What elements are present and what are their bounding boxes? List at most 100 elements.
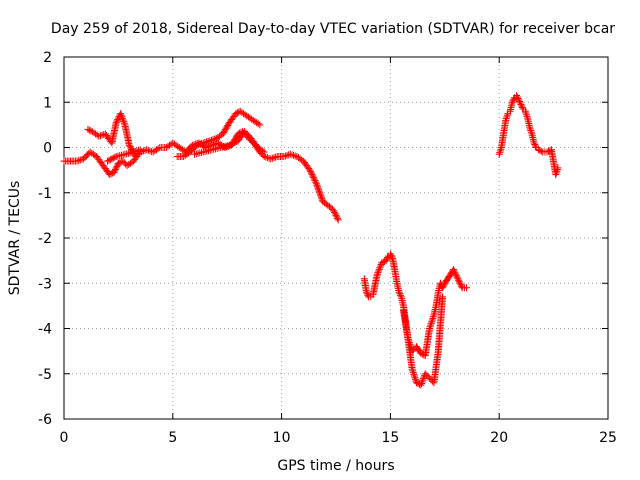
data-point xyxy=(317,193,325,201)
data-point xyxy=(531,140,539,148)
data-point xyxy=(503,113,511,121)
data-point xyxy=(553,166,561,174)
data-point xyxy=(318,195,326,203)
x-tick-label: 10 xyxy=(273,430,291,446)
series-seg-d xyxy=(104,146,144,165)
data-point xyxy=(209,136,217,144)
data-point xyxy=(288,151,296,159)
data-point xyxy=(270,154,278,162)
x-tick-label: 25 xyxy=(599,430,617,446)
data-point xyxy=(120,118,128,126)
data-point xyxy=(311,177,319,185)
data-point xyxy=(84,125,92,133)
data-point xyxy=(417,379,425,387)
data-point xyxy=(537,147,545,155)
data-point xyxy=(396,290,404,298)
data-point xyxy=(362,288,370,296)
data-point xyxy=(143,146,151,154)
data-point xyxy=(426,323,434,331)
data-point xyxy=(111,167,119,175)
series-seg-f xyxy=(360,250,471,360)
data-point xyxy=(119,116,127,124)
data-point xyxy=(383,254,391,262)
data-point xyxy=(193,141,201,149)
data-point xyxy=(315,186,323,194)
data-point xyxy=(427,319,435,327)
data-point xyxy=(451,269,459,277)
data-point xyxy=(283,151,291,159)
data-point xyxy=(228,140,236,148)
data-point xyxy=(543,148,551,156)
data-point xyxy=(107,170,115,178)
data-point xyxy=(497,145,505,153)
data-point xyxy=(135,146,143,154)
data-point xyxy=(199,139,207,147)
x-tick-label: 15 xyxy=(381,430,399,446)
data-point xyxy=(382,257,390,265)
y-axis-title: SDTVAR / TECUs xyxy=(7,181,23,296)
data-point xyxy=(118,114,126,122)
data-point xyxy=(518,102,526,110)
data-point xyxy=(314,184,322,192)
data-point xyxy=(427,321,435,329)
data-point xyxy=(419,375,427,383)
series-seg-g xyxy=(399,293,447,389)
data-point xyxy=(424,373,432,381)
data-point xyxy=(309,172,317,180)
data-point xyxy=(310,174,318,182)
data-point xyxy=(231,138,239,146)
data-point xyxy=(514,94,522,102)
data-point xyxy=(387,251,395,259)
data-point xyxy=(111,153,119,161)
data-point xyxy=(225,141,233,149)
y-tick-label: -2 xyxy=(38,231,52,247)
data-point xyxy=(112,119,120,127)
data-point xyxy=(256,121,264,129)
data-point xyxy=(308,171,316,179)
data-point xyxy=(453,273,461,281)
data-point xyxy=(496,149,504,157)
data-point xyxy=(206,137,214,145)
data-point xyxy=(526,123,534,131)
data-point xyxy=(325,202,333,210)
data-point xyxy=(119,157,127,165)
data-point xyxy=(516,97,524,105)
data-point xyxy=(154,145,162,153)
data-point xyxy=(409,369,417,377)
series-seg-b xyxy=(84,110,140,161)
data-point xyxy=(131,147,139,155)
data-point xyxy=(552,171,560,179)
data-point xyxy=(456,279,464,287)
data-point xyxy=(267,155,275,163)
chart-title: Day 259 of 2018, Sidereal Day-to-day VTE… xyxy=(51,21,615,37)
data-point xyxy=(522,109,530,117)
data-point xyxy=(527,127,535,135)
data-point xyxy=(554,164,562,172)
data-point xyxy=(379,258,387,266)
series-seg-h xyxy=(495,91,562,179)
data-point xyxy=(113,117,121,125)
data-point xyxy=(227,140,235,148)
data-point xyxy=(397,291,405,299)
data-point xyxy=(254,120,262,128)
data-point xyxy=(419,376,427,384)
data-point xyxy=(120,159,128,167)
data-point xyxy=(108,155,116,163)
data-point xyxy=(110,168,118,176)
data-point xyxy=(439,293,447,301)
data-point xyxy=(316,190,324,198)
data-point xyxy=(280,153,288,161)
series-seg-a xyxy=(60,128,342,224)
data-point xyxy=(312,180,320,188)
data-point xyxy=(272,153,280,161)
data-point xyxy=(281,152,289,160)
data-point xyxy=(552,169,560,177)
data-point xyxy=(291,152,299,160)
data-point xyxy=(375,267,383,275)
data-point xyxy=(439,282,447,290)
x-tick-label: 5 xyxy=(168,430,177,446)
data-point xyxy=(429,313,437,321)
series-seg-e xyxy=(191,128,268,158)
data-point xyxy=(330,207,338,215)
